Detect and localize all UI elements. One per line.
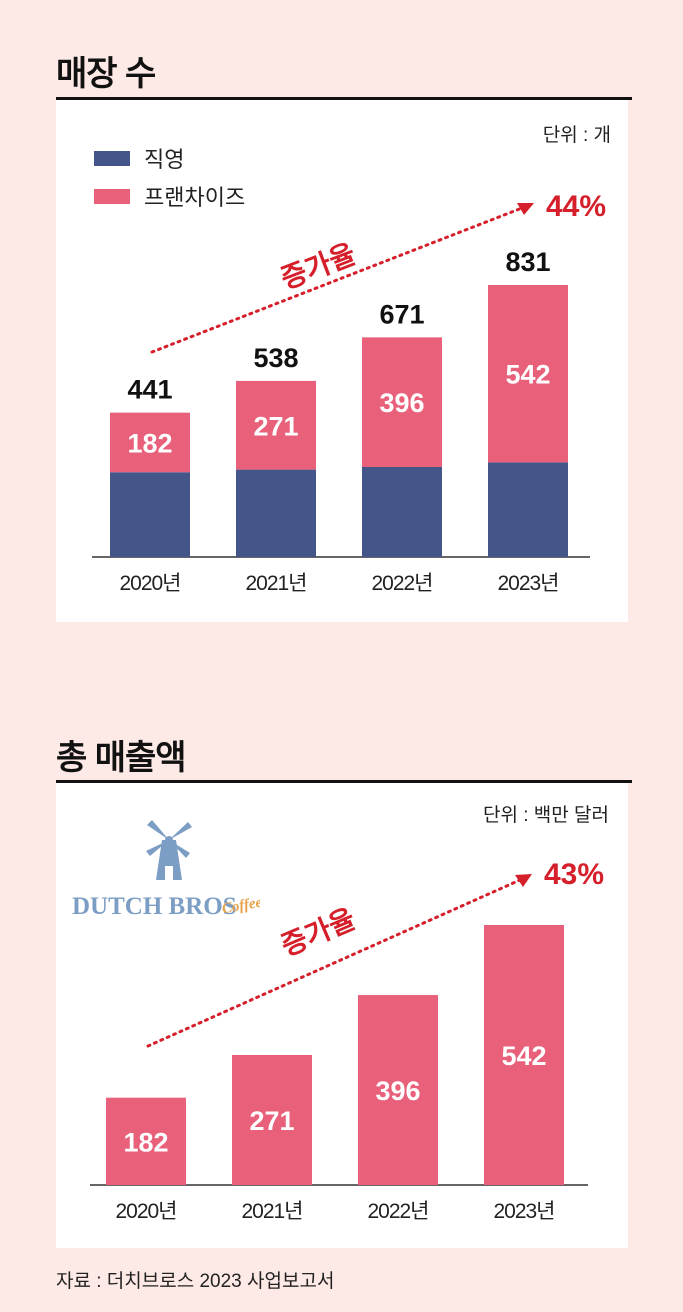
category-tick-label: 2022년 <box>367 1200 428 1223</box>
franchise-value-label: 542 <box>505 360 550 390</box>
logo-text: DUTCH BROS <box>72 893 237 920</box>
revenue-bar-2021년 <box>232 1055 312 1185</box>
bar-franchise-2022년 <box>362 337 442 467</box>
title-rule-2 <box>56 780 632 783</box>
legend-label-franchise: 프랜차이즈 <box>144 185 246 210</box>
category-tick-label: 2021년 <box>241 1200 302 1223</box>
unit-label-1: 단위 : 개 <box>542 125 611 146</box>
logo-script: Coffee <box>221 894 260 917</box>
total-value-label: 538 <box>253 343 298 373</box>
growth-value-1: 44% <box>546 190 606 223</box>
growth-arrow-line-2 <box>146 878 522 1048</box>
revenue-value-label: 542 <box>501 1041 546 1071</box>
franchise-value-label: 271 <box>253 411 298 441</box>
revenue-bar-2023년 <box>484 925 564 1185</box>
growth-value-2: 43% <box>544 858 604 891</box>
total-value-label: 831 <box>505 247 550 277</box>
bar-franchise-2020년 <box>110 412 190 473</box>
bar-direct-2020년 <box>110 472 190 557</box>
category-tick-label: 2022년 <box>371 572 432 595</box>
franchise-value-label: 182 <box>127 428 172 458</box>
unit-label-2: 단위 : 백만 달러 <box>483 805 609 826</box>
franchise-value-label: 396 <box>379 388 424 418</box>
legend-swatch-franchise <box>94 188 130 204</box>
source-note: 자료 : 더치브로스 2023 사업보고서 <box>56 1271 335 1292</box>
growth-label-1: 증가율 <box>277 238 360 295</box>
legend-label-direct: 직영 <box>144 147 185 172</box>
legend-franchise: 프랜차이즈 <box>94 180 245 212</box>
legend-swatch-direct <box>94 150 130 166</box>
bar-franchise-2023년 <box>488 285 568 463</box>
revenue-title: 총 매출액 <box>56 739 187 777</box>
title-rule-1 <box>56 97 632 100</box>
bar-franchise-2021년 <box>236 380 316 470</box>
growth-arrow-head-2 <box>515 874 532 887</box>
bar-direct-2023년 <box>488 462 568 557</box>
category-tick-label: 2021년 <box>245 572 306 595</box>
growth-label-2: 증가율 <box>277 903 360 962</box>
growth-arrow-line-1 <box>150 206 524 354</box>
revenue-value-label: 396 <box>375 1076 420 1106</box>
revenue-value-label: 182 <box>123 1127 168 1157</box>
growth-arrow-head-1 <box>517 203 534 215</box>
total-value-label: 441 <box>127 375 172 405</box>
revenue-value-label: 271 <box>249 1106 294 1136</box>
legend-direct: 직영 <box>94 142 184 174</box>
category-tick-label: 2020년 <box>119 572 180 595</box>
revenue-bar-2020년 <box>106 1097 186 1185</box>
windmill-icon <box>146 820 192 880</box>
category-tick-label: 2020년 <box>115 1200 176 1223</box>
total-value-label: 671 <box>379 299 424 329</box>
category-tick-label: 2023년 <box>493 1200 554 1223</box>
revenue-bar-2022년 <box>358 995 438 1185</box>
dutch-bros-logo: DUTCH BROS Coffee <box>72 820 260 920</box>
bar-direct-2022년 <box>362 466 442 557</box>
store-count-title: 매장 수 <box>56 55 156 93</box>
category-tick-label: 2023년 <box>497 572 558 595</box>
bar-direct-2021년 <box>236 469 316 557</box>
